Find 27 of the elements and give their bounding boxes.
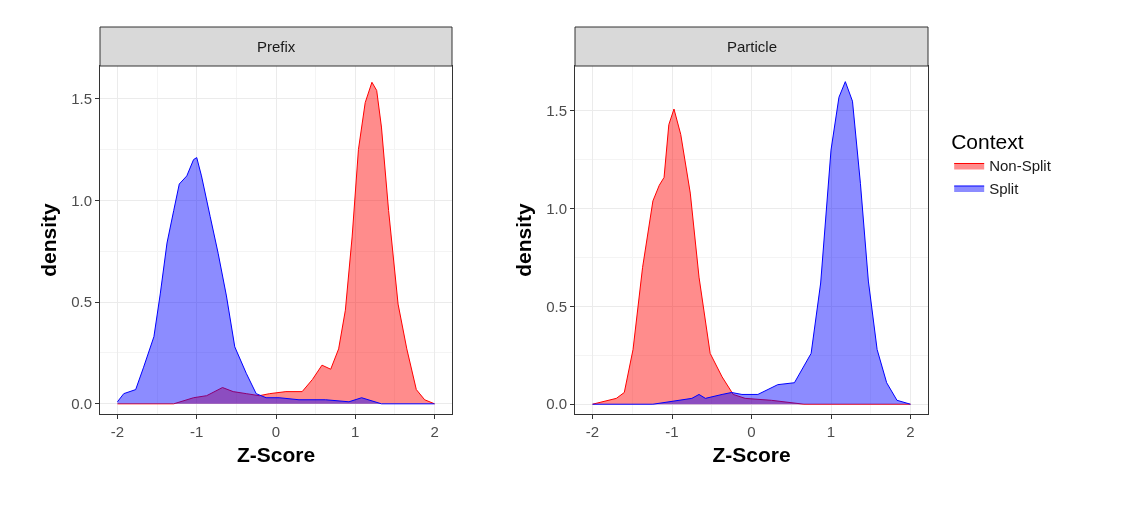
y-tick-label: 0.5 xyxy=(71,293,92,311)
y-tick-label: 1.0 xyxy=(71,191,92,209)
x-tick-label: 0 xyxy=(271,423,281,440)
legend-title: Context xyxy=(951,130,1024,154)
x-axis-title: Z-Score xyxy=(712,443,791,467)
y-tick-label: 1.0 xyxy=(546,199,567,217)
x-tick-label: -1 xyxy=(665,423,679,440)
y-tick-label: 0.0 xyxy=(71,395,92,413)
x-tick-label: 1 xyxy=(826,423,836,440)
x-tick-label: 0 xyxy=(747,423,756,440)
y-axis-title: density xyxy=(512,202,536,277)
x-tick-label: 2 xyxy=(906,423,915,440)
x-tick-label: -1 xyxy=(190,423,204,440)
x-axis-title: Z-Score xyxy=(236,443,316,467)
y-tick-label: 0.5 xyxy=(546,297,567,315)
x-tick-label: 1 xyxy=(351,423,360,440)
x-tick-label: -2 xyxy=(110,423,125,440)
legend-label: Split xyxy=(989,179,1020,197)
chart-title: Particle xyxy=(727,38,778,55)
legend-label: Non-Split xyxy=(989,157,1052,175)
chart-title: Prefix xyxy=(257,38,296,55)
y-axis-title: density xyxy=(37,202,61,277)
y-tick-label: 1.5 xyxy=(71,89,92,107)
y-tick-label: 0.0 xyxy=(546,395,567,413)
y-tick-label: 1.5 xyxy=(546,102,567,120)
x-tick-label: 2 xyxy=(430,423,439,440)
x-tick-label: -2 xyxy=(585,423,600,440)
